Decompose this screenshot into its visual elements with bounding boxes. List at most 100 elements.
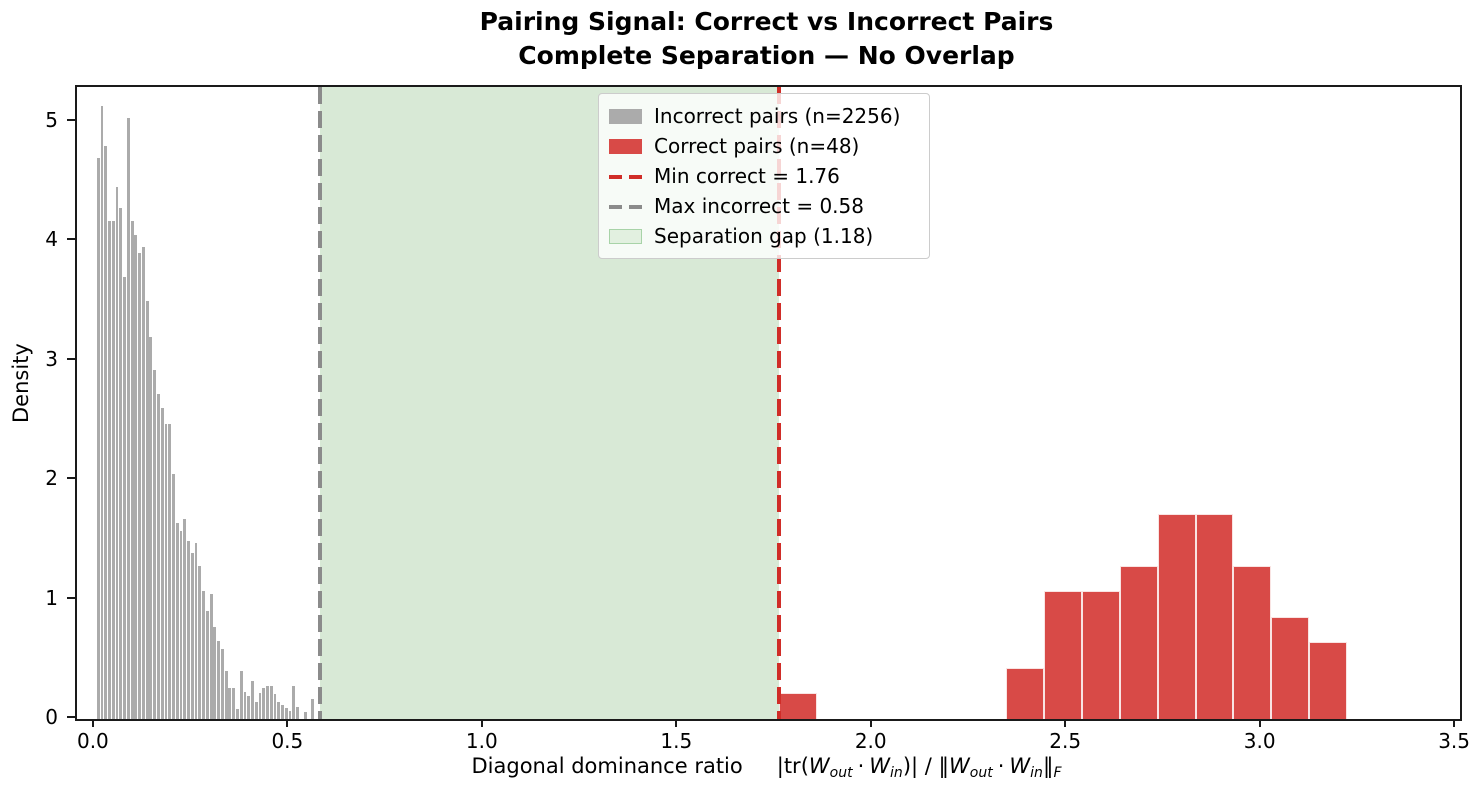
incorrect-pairs-bar <box>273 693 277 719</box>
x-tick-label: 3.5 <box>1438 729 1471 753</box>
incorrect-pairs-bar <box>277 702 281 719</box>
incorrect-pairs-bar <box>119 207 123 719</box>
math-sub-out-2: out <box>969 765 993 781</box>
incorrect-pairs-bar <box>296 707 300 719</box>
incorrect-pairs-bar <box>213 627 217 719</box>
incorrect-pairs-bar <box>258 692 262 719</box>
incorrect-pairs-bar <box>194 543 198 719</box>
incorrect-pairs-bar <box>126 118 130 719</box>
math-sub-in-2: in <box>1030 765 1043 781</box>
y-tick-label: 5 <box>45 107 58 132</box>
chart-subtitle: Complete Separation — No Overlap <box>518 41 1015 70</box>
math-cdot-2: · <box>997 754 1005 778</box>
math-norm-close: ‖ <box>1042 754 1054 778</box>
incorrect-pairs-bar <box>100 106 104 719</box>
x-tick-label: 1.5 <box>660 729 693 753</box>
correct-pairs-bar <box>1195 514 1234 719</box>
incorrect-pairs-bar <box>153 370 157 719</box>
correct-pairs-bar <box>779 693 818 719</box>
red-patch-swatch <box>609 138 642 154</box>
correct-pairs-bar <box>1082 591 1120 719</box>
incorrect-pairs-bar <box>232 687 236 719</box>
max-incorrect-line <box>318 87 323 719</box>
incorrect-pairs-bar <box>262 687 266 719</box>
incorrect-pairs-bar <box>172 474 175 719</box>
incorrect-pairs-bar <box>217 641 221 719</box>
x-tick-mark <box>1453 719 1456 727</box>
green-patch-swatch <box>609 228 642 244</box>
incorrect-pairs-bar <box>254 702 258 719</box>
incorrect-pairs-bar <box>202 591 205 719</box>
legend-label: Incorrect pairs (n=2256) <box>654 104 901 128</box>
x-tick-mark <box>675 719 678 727</box>
incorrect-pairs-bar <box>190 552 194 719</box>
correct-pairs-bar <box>1309 642 1347 719</box>
incorrect-pairs-bar <box>224 671 228 719</box>
incorrect-pairs-bar <box>108 220 111 719</box>
x-axis-label-text: Diagonal dominance ratio <box>471 754 743 778</box>
chart-title: Pairing Signal: Correct vs Incorrect Pai… <box>479 7 1054 36</box>
incorrect-pairs-bar <box>145 300 149 719</box>
incorrect-pairs-bar <box>96 157 100 719</box>
y-tick-mark <box>67 238 75 241</box>
math-abs-tr-open: |tr( <box>776 754 809 778</box>
y-tick-label: 1 <box>45 585 58 610</box>
incorrect-pairs-bar <box>269 685 273 719</box>
x-tick-mark <box>1064 719 1067 727</box>
legend-item-min-correct: Min correct = 1.76 <box>609 161 929 191</box>
incorrect-pairs-bar <box>303 711 307 719</box>
y-tick-label: 2 <box>45 466 58 491</box>
y-tick-mark <box>67 118 75 121</box>
x-tick-mark <box>480 719 483 727</box>
gray-patch-swatch <box>609 108 642 124</box>
incorrect-pairs-bar <box>149 336 153 719</box>
legend-item-separation-gap: Separation gap (1.18) <box>609 221 929 251</box>
gray-dashed-line-swatch <box>609 204 642 209</box>
legend-label: Separation gap (1.18) <box>654 224 874 248</box>
incorrect-pairs-bar <box>281 704 284 719</box>
incorrect-pairs-bar <box>179 531 183 719</box>
correct-pairs-bar <box>1157 514 1196 719</box>
red-dashed-line-swatch <box>609 174 642 179</box>
incorrect-pairs-bar <box>228 687 232 719</box>
incorrect-pairs-bar <box>115 187 119 719</box>
y-tick-label: 0 <box>45 705 58 729</box>
legend-item-max-incorrect: Max incorrect = 0.58 <box>609 191 929 221</box>
correct-pairs-bar <box>1044 591 1083 719</box>
math-close-div-norm: )| / ‖ <box>902 754 950 778</box>
incorrect-pairs-bar <box>138 253 142 719</box>
y-axis-label: Density <box>9 343 33 423</box>
y-tick-mark <box>67 477 75 480</box>
incorrect-pairs-bar <box>141 247 145 719</box>
math-w-out: W <box>808 754 830 778</box>
incorrect-pairs-bar <box>123 276 127 719</box>
correct-pairs-bar <box>1119 565 1158 719</box>
incorrect-pairs-bar <box>235 709 239 719</box>
math-sub-in: in <box>890 765 903 781</box>
math-w-out-2: W <box>949 754 970 778</box>
math-cdot: · <box>857 754 865 778</box>
legend-label: Max incorrect = 0.58 <box>654 194 864 218</box>
incorrect-pairs-bar <box>187 541 190 719</box>
incorrect-pairs-bar <box>251 680 254 719</box>
x-tick-mark <box>91 719 94 727</box>
incorrect-pairs-bar <box>205 611 209 719</box>
incorrect-pairs-bar <box>130 220 134 719</box>
y-tick-mark <box>67 596 75 599</box>
incorrect-pairs-bar <box>134 235 138 719</box>
incorrect-pairs-bar <box>183 519 187 719</box>
x-tick-mark <box>286 719 289 727</box>
incorrect-pairs-bar <box>175 523 179 719</box>
y-tick-label: 3 <box>45 346 58 371</box>
min-correct-line <box>777 87 782 719</box>
incorrect-pairs-bar <box>311 698 315 719</box>
incorrect-pairs-bar <box>104 145 108 719</box>
incorrect-pairs-bar <box>209 593 213 719</box>
plot-area: Incorrect pairs (n=2256) Correct pairs (… <box>75 85 1462 721</box>
x-tick-label: 0.5 <box>271 729 304 753</box>
x-tick-mark <box>869 719 872 727</box>
math-w-in: W <box>869 754 891 778</box>
math-sub-f: F <box>1053 765 1062 781</box>
x-tick-mark <box>1258 719 1261 727</box>
legend: Incorrect pairs (n=2256) Correct pairs (… <box>598 93 930 259</box>
